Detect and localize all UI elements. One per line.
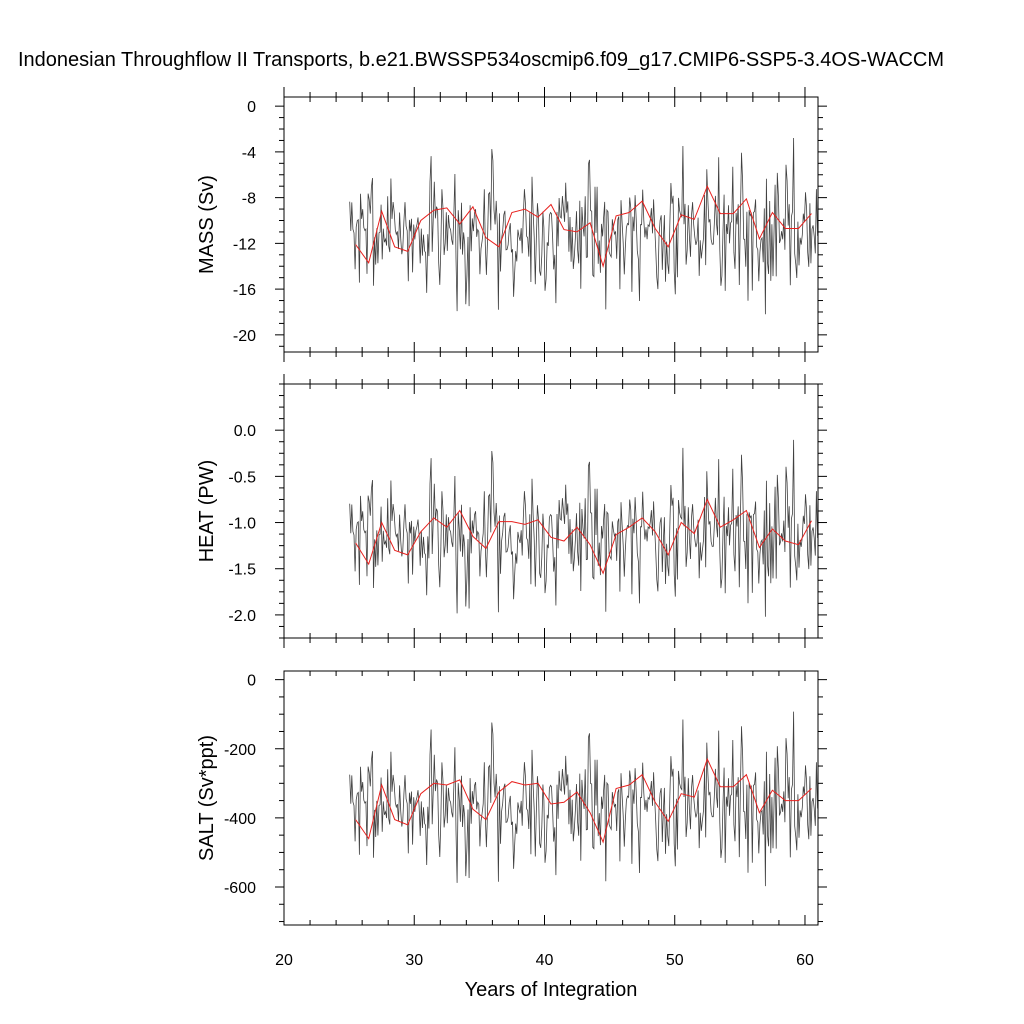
annual-mean-line — [355, 184, 812, 269]
y-tick-label: 0.0 — [234, 423, 256, 440]
x-tick-label: 50 — [666, 952, 684, 969]
panel-1: 0 -4 -8 -12 -16 -20 MASS (Sv) — [196, 87, 827, 362]
y-tick-label: -0.5 — [228, 469, 256, 486]
y-tick-label: -1.5 — [228, 562, 256, 579]
panel-3: 0 -200 -400 -600 SALT (Sv*ppt) — [196, 670, 827, 926]
monthly-series-line — [349, 439, 818, 617]
y-tick-label: -400 — [224, 811, 256, 828]
y-tick-label: -1.0 — [228, 516, 256, 533]
annual-mean-line — [355, 498, 812, 575]
panels-group: 0 -4 -8 -12 -16 -20 MASS (Sv) 0.0 -0.5 -1.0 -1.5 -2… — [196, 87, 827, 969]
y-axis-label: HEAT (PW) — [196, 460, 218, 563]
y-tick-label: -200 — [224, 742, 256, 759]
figure-title: Indonesian Throughflow II Transports, b.… — [18, 49, 944, 71]
y-tick-label: 0 — [247, 673, 256, 690]
y-axis-label: MASS (Sv) — [196, 175, 218, 274]
y-tick-label: -4 — [242, 145, 256, 162]
y-tick-label: -20 — [233, 328, 256, 345]
x-tick-label: 30 — [405, 952, 423, 969]
monthly-series-line — [349, 711, 818, 887]
y-tick-label: -2.0 — [228, 608, 256, 625]
plot-frame — [283, 670, 819, 926]
x-tick-label: 20 — [275, 952, 293, 969]
y-tick-label: -16 — [233, 282, 256, 299]
x-tick-label: 60 — [796, 952, 814, 969]
y-tick-label: -12 — [233, 236, 256, 253]
x-tick-label: 40 — [536, 952, 554, 969]
plot-frame — [283, 96, 819, 353]
y-tick-label: -8 — [242, 191, 256, 208]
y-tick-label: -600 — [224, 880, 256, 897]
y-axis-label: SALT (Sv*ppt) — [196, 735, 218, 861]
monthly-series-line — [349, 137, 818, 315]
panel-2: 0.0 -0.5 -1.0 -1.5 -2.0 HEAT (PW) — [196, 374, 827, 648]
annual-mean-line — [355, 757, 812, 844]
x-axis-label: Years of Integration — [465, 979, 638, 1001]
y-tick-label: 0 — [247, 99, 256, 116]
